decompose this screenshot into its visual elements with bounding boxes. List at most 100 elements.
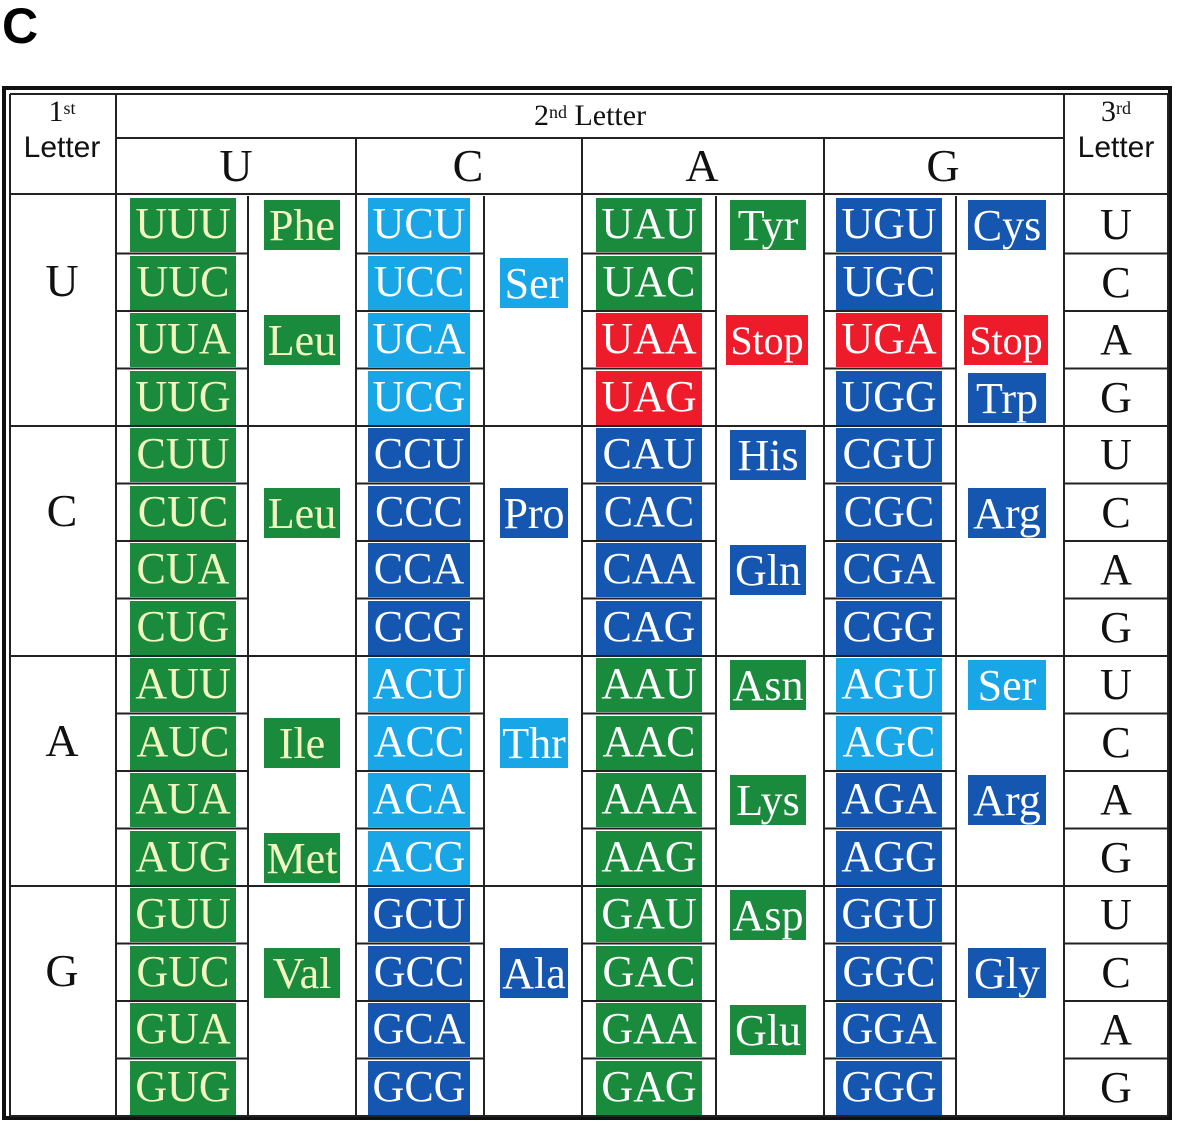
codon-cell: CCU — [368, 428, 470, 482]
codon-cell: AUU — [130, 658, 236, 712]
codon-cell: AUC — [130, 715, 236, 770]
codon-cell: GCG — [368, 1060, 470, 1115]
third-letter-cell: G — [1100, 602, 1132, 652]
codon-cell: CUU — [130, 428, 236, 482]
codon-cell: GGU — [836, 888, 942, 942]
third-letter-cell: A — [1100, 1005, 1132, 1054]
amino-acid-label: Leu — [264, 487, 340, 538]
codon-cell: AUG — [130, 830, 236, 885]
first-letter-C: C — [46, 485, 78, 536]
codon-cell: UAG — [596, 370, 702, 425]
codon-cell: UUU — [130, 198, 236, 252]
codon-cell: GAA — [596, 1003, 702, 1057]
first-letter-G: G — [45, 945, 79, 996]
first-letter-U: U — [45, 255, 79, 306]
codon-cell: GUU — [130, 888, 236, 942]
codon-cell: CCC — [368, 485, 470, 540]
third-letter-cell: G — [1100, 372, 1132, 422]
second-letter-num: 2 — [533, 99, 549, 132]
codon-cell: GGG — [836, 1060, 942, 1115]
third-letter-cell: C — [1101, 717, 1131, 767]
codon-cell: AAU — [596, 658, 702, 712]
codon-cell: AGC — [836, 715, 942, 770]
amino-acid-label: Phe — [264, 200, 340, 250]
codon-cell: ACC — [368, 715, 470, 770]
amino-acid-label: Tyr — [730, 200, 806, 250]
codon-cell: GGA — [836, 1003, 942, 1057]
codon-cell: UGC — [836, 255, 942, 310]
third-letter-cell: U — [1100, 430, 1132, 479]
codon-cell: CUC — [130, 485, 236, 540]
codon-cell: CGG — [836, 600, 942, 655]
first-letter-sup: st — [63, 98, 76, 118]
codon-cell: CCA — [368, 543, 470, 597]
codon-cell: UUA — [130, 313, 236, 367]
codon-cell: UGA — [836, 313, 942, 367]
codon-cell: GAC — [596, 945, 702, 1000]
codon-cell: GCA — [368, 1003, 470, 1057]
codon-cell: UUC — [130, 255, 236, 310]
second-letter-sup: nd — [548, 102, 567, 122]
amino-acid-label: Arg — [968, 775, 1046, 825]
codon-cell: GAG — [596, 1060, 702, 1115]
first-letter-num: 1 — [48, 95, 64, 128]
codon-cell: UAC — [596, 255, 702, 310]
amino-acid-label: Leu — [264, 315, 340, 365]
panel-label: C — [2, 0, 39, 54]
amino-acid-label: Lys — [730, 775, 806, 825]
codon-cell: ACA — [368, 773, 470, 827]
first-letter-word: Letter — [23, 131, 101, 164]
codon-cell: AAC — [596, 715, 702, 770]
codon-cell: UAA — [596, 313, 702, 367]
amino-acid-label: Val — [264, 947, 340, 998]
codon-cell: CGU — [836, 428, 942, 482]
codon-cell: GUG — [130, 1060, 236, 1115]
codon-cell: AAG — [596, 830, 702, 885]
codon-cell: UCA — [368, 313, 470, 367]
codon-cell: ACG — [368, 830, 470, 885]
codon-cell: GUC — [130, 945, 236, 1000]
codon-cell: UGU — [836, 198, 942, 252]
codon-cell: CAC — [596, 485, 702, 540]
third-letter-cell: G — [1100, 1062, 1132, 1112]
codon-cell: CAG — [596, 600, 702, 655]
codon-cell: UGG — [836, 370, 942, 425]
third-letter-cell: A — [1100, 775, 1132, 824]
codon-cell: CGC — [836, 485, 942, 540]
codon-cell: ACU — [368, 658, 470, 712]
third-letter-cell: U — [1100, 200, 1132, 249]
amino-acid-label: Arg — [968, 487, 1046, 538]
first-letter-A: A — [45, 715, 79, 766]
amino-acid-label: Met — [264, 832, 340, 883]
amino-acid-label: Thr — [500, 717, 568, 768]
second-letter-C: C — [452, 140, 484, 191]
amino-acid-label: Gln — [730, 545, 806, 595]
third-letter-word: Letter — [1077, 131, 1155, 164]
codon-cell: AAA — [596, 773, 702, 827]
second-letter-A: A — [685, 140, 719, 191]
codon-cell: GCU — [368, 888, 470, 942]
codon-cell: UCU — [368, 198, 470, 252]
second-letter-U: U — [219, 140, 253, 191]
codon-cell: CAA — [596, 543, 702, 597]
amino-acid-label: Stop — [726, 315, 808, 365]
amino-acid-label: Ser — [968, 660, 1046, 710]
amino-acid-label: Trp — [968, 372, 1046, 423]
third-letter-cell: U — [1100, 890, 1132, 939]
third-letter-cell: C — [1101, 257, 1131, 307]
codon-cell: GGC — [836, 945, 942, 1000]
codon-cell: CUA — [130, 543, 236, 597]
codon-cell: UAU — [596, 198, 702, 252]
second-letter-G: G — [926, 140, 960, 191]
third-letter-cell: C — [1101, 947, 1131, 997]
second-letter-header: 2nd Letter — [118, 98, 1062, 134]
third-letter-cell: U — [1100, 660, 1132, 709]
codon-cell: AGU — [836, 658, 942, 712]
third-letter-cell: A — [1100, 315, 1132, 364]
amino-acid-label: His — [730, 430, 806, 480]
third-letter-sup: rd — [1116, 98, 1131, 118]
codon-cell: UCC — [368, 255, 470, 310]
codon-cell: CUG — [130, 600, 236, 655]
third-letter-cell: A — [1100, 545, 1132, 594]
